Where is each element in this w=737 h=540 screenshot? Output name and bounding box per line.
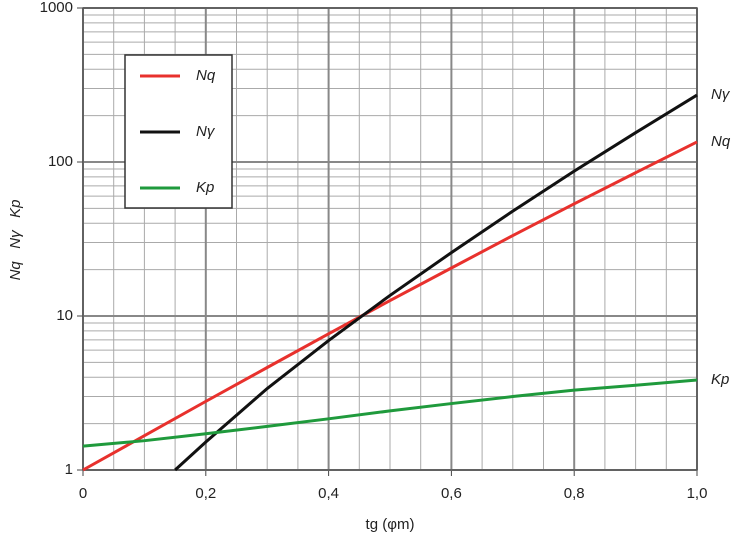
- line: [82, 140, 698, 472]
- legend-label: Nγ: [196, 123, 216, 140]
- x-tick-label: 0: [79, 485, 87, 502]
- line: [174, 93, 698, 472]
- y-tick-label: 100: [48, 153, 73, 170]
- x-tick-label: 0,6: [441, 485, 462, 502]
- series-end-label: Kp: [711, 371, 729, 388]
- y-tick-label: 10: [56, 307, 73, 324]
- plot-frame: [82, 7, 698, 471]
- line: [82, 378, 698, 448]
- legend-label: Kp: [196, 179, 214, 196]
- series-end-label: Nγ: [711, 86, 731, 103]
- legend: Nq Nγ Kp: [124, 54, 233, 209]
- legend-label: Nq: [196, 67, 216, 84]
- x-tick-label: 0,4: [318, 485, 339, 502]
- y-axis-label: Nq Nγ Kp: [7, 200, 24, 281]
- x-tick-label: 0,8: [564, 485, 585, 502]
- x-axis-label: tg (φm): [366, 516, 415, 533]
- series-end-label: Nq: [711, 133, 731, 150]
- x-tick-label: 0,2: [195, 485, 216, 502]
- y-tick-label: 1000: [40, 0, 73, 16]
- y-tick-label: 1: [65, 461, 73, 478]
- x-tick-label: 1,0: [687, 485, 708, 502]
